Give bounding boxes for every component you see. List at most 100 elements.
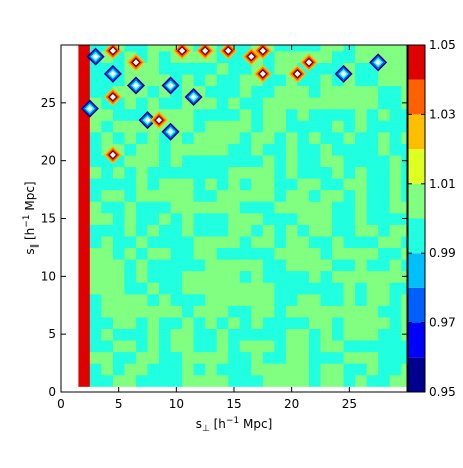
contour-cell [159,201,172,214]
contour-cell [343,212,356,225]
contour-cell [297,120,310,133]
contour-cell [239,120,252,133]
contour-cell [274,85,287,98]
contour-cell [297,97,310,110]
contour-cell [297,154,310,168]
contour-cell [251,339,264,353]
contour-cell [251,363,264,376]
contour-cell [239,45,252,52]
contour-cell [308,224,322,237]
contour-cell [343,143,356,156]
x-axis: 0 5 10 15 20 25 [57,45,357,411]
contour-cell [251,154,264,168]
contour-cell [285,97,299,110]
contour-cell [366,212,379,225]
contour-cell [332,235,345,249]
contour-cell [170,328,183,341]
contour-cell [320,131,333,144]
contour-cell [332,166,345,179]
contour-cell [285,178,299,191]
contour-cell [228,97,241,110]
contour-cell [285,363,299,376]
contour-cell [262,270,275,283]
contour-cell [297,85,310,98]
contour-cell [147,328,160,341]
contour-cell [308,305,322,318]
contour-cell [147,224,160,237]
contour-cell [205,154,218,168]
contour-cell [147,282,160,295]
contour-cell [135,201,149,214]
contour-cell [112,282,126,295]
contour-cell [228,363,241,376]
contour-peak-ring [132,59,139,66]
contour-cell [135,363,149,376]
contour-cell [159,293,172,306]
contour-cell [205,178,218,191]
contour-cell [112,339,126,353]
contour-cell [389,85,402,98]
contour-cell [205,73,218,87]
colorbar-tick-label: 1.05 [429,38,456,52]
contour-cell [205,374,218,387]
contour-cell [193,62,206,75]
contour-cell [320,143,333,156]
contour-cell [182,316,195,329]
contour-cell [251,212,264,225]
contour-cell [378,143,391,156]
contour-cell [135,143,149,156]
contour-cell [401,108,407,121]
contour-cell [332,328,345,341]
contour-cell [297,316,310,329]
contour-cell [274,351,287,364]
contour-peak-ring [109,94,116,101]
contour-cell [297,143,310,156]
y-axis-label: s∥ [h−1 Mpc] [22,181,40,254]
contour-cell [239,224,252,237]
contour-cell [205,328,218,341]
contour-cell [239,328,252,341]
contour-cell [251,131,264,144]
contour-cell [320,201,333,214]
contour-cell [124,363,137,376]
contour-cell [124,270,137,283]
contour-cell [366,224,379,237]
contour-cell [401,247,407,260]
contour-cell [205,363,218,376]
contour-cell [366,282,379,295]
contour-cell [308,154,322,168]
contour-cell [355,73,368,87]
contour-cell [262,189,275,202]
y-tick-label: 0 [48,385,56,399]
contour-cell [389,212,402,225]
contour-cell [251,166,264,179]
contour-cell [355,143,368,156]
contour-cell [285,201,299,214]
contour-cell [285,351,299,364]
contour-cell [285,108,299,121]
contour-cell [401,339,407,353]
contour-cell [366,97,379,110]
masked-region [61,45,79,392]
contour-cell [366,247,379,260]
contour-cell [205,131,218,144]
contour-cell [124,351,137,364]
contour-cell [216,293,229,306]
contour-cell [135,293,149,306]
contour-cell [262,201,275,214]
contour-cell [262,282,275,295]
contour-cell [274,282,287,295]
contour-cell [308,316,322,329]
contour-cell [332,282,345,295]
contour-cell [170,351,183,364]
contour-cell [228,62,241,75]
contour-cell [159,224,172,237]
contour-cell [320,339,333,353]
x-tick-label: 0 [57,397,65,411]
contour-cell [332,351,345,364]
contour-cell [308,363,322,376]
contour-cell [251,293,264,306]
colorbar-segment [408,183,425,219]
contour-cell [239,143,252,156]
contour-cell [239,108,252,121]
